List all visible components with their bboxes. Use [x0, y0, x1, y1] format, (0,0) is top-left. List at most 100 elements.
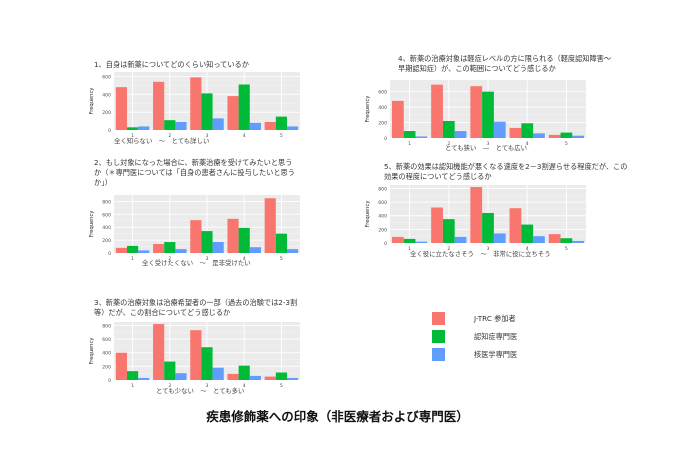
bar — [470, 86, 483, 138]
bar — [201, 93, 213, 130]
bar — [212, 118, 224, 130]
bar — [431, 207, 443, 243]
bar — [175, 121, 187, 130]
x-tick-label: 3 — [206, 256, 209, 262]
bar — [509, 208, 522, 243]
y-axis-label: Frequency — [89, 88, 95, 115]
y-tick-label: 400 — [102, 92, 111, 98]
chart-3-title: 3、新薬の治療対象は治療希望者の一部（過去の治験では2-3割等）だが、この割合に… — [94, 298, 298, 317]
bar — [275, 372, 287, 380]
bar — [190, 77, 202, 130]
bar — [201, 347, 213, 380]
x-tick-label: 2 — [168, 133, 171, 139]
y-tick-label: 400 — [378, 105, 387, 111]
bar — [391, 100, 404, 138]
chart-5-title: 5、新薬の効果は認知機能が悪くなる速度を2－3割遅らせる程度だが、この効果の程度… — [384, 162, 628, 181]
x-tick-label: 3 — [206, 383, 209, 389]
x-tick-label: 2 — [447, 141, 450, 147]
bar — [153, 243, 165, 253]
legend-swatch-nuclear — [432, 348, 445, 361]
chart-1-xlabel: 全く知らない ～ とても詳しい — [114, 137, 210, 145]
y-tick-label: 200 — [102, 238, 111, 244]
y-tick-label: 800 — [102, 199, 111, 205]
bar — [249, 375, 261, 380]
bar — [533, 236, 545, 243]
bar — [238, 227, 250, 253]
bar — [493, 233, 506, 243]
chart-4-title: 4、新薬の治療対象は軽症レベルの方に限られる（軽度認知障害～早期認知症）が、この… — [398, 54, 612, 73]
y-tick-label: 600 — [378, 200, 387, 206]
bar — [560, 132, 573, 138]
bar — [249, 122, 261, 130]
bar — [201, 231, 213, 253]
bar — [454, 131, 467, 138]
y-tick-label: 600 — [102, 74, 111, 80]
chart-2-xlabel: 全く受けたくない ～ 是非受けたい — [142, 259, 251, 267]
x-tick-label: 2 — [168, 383, 171, 389]
bar — [212, 367, 224, 380]
y-tick-label: 800 — [378, 186, 387, 192]
bar — [153, 324, 165, 380]
bar — [238, 84, 250, 130]
y-axis-label: Frequency — [365, 96, 371, 123]
y-tick-label: 200 — [102, 110, 111, 116]
x-tick-label: 1 — [408, 141, 411, 147]
x-tick-label: 4 — [243, 256, 246, 262]
bar — [190, 330, 202, 380]
bar — [572, 240, 585, 243]
bar — [138, 126, 150, 130]
x-tick-label: 3 — [487, 141, 490, 147]
bar — [115, 247, 128, 253]
x-tick-label: 2 — [447, 246, 450, 252]
chart-1-title: 1、自身は新薬についてどのくらい知っているか — [94, 60, 249, 69]
bar — [415, 136, 428, 138]
y-tick-label: 200 — [378, 227, 387, 233]
legend-label-nuclear: 核医学専門医 — [474, 350, 518, 359]
bar — [127, 127, 139, 130]
bar — [164, 120, 176, 130]
bar — [275, 116, 287, 130]
chart-5: 0 200 400 600 800 1 2 3 4 5 Frequency — [365, 185, 586, 252]
y-tick-label: 0 — [108, 128, 111, 134]
legend-item-nuclear: 核医学専門医 — [432, 348, 612, 364]
bar — [138, 250, 150, 253]
bar — [127, 371, 139, 380]
chart-5-xlabel: 全く役に立たなさそう ～ 非常に役に立ちそう — [410, 250, 551, 258]
y-tick-label: 200 — [102, 364, 111, 370]
bar — [275, 233, 287, 253]
x-tick-label: 1 — [131, 133, 134, 139]
x-tick-label: 1 — [408, 246, 411, 252]
y-tick-label: 600 — [378, 90, 387, 96]
bar — [115, 352, 128, 380]
bar — [264, 121, 276, 130]
y-tick-label: 400 — [102, 351, 111, 357]
chart-1: 0 200 400 600 1 2 3 4 5 Frequency — [89, 72, 300, 139]
bar — [482, 212, 494, 243]
y-tick-label: 600 — [102, 337, 111, 343]
bar — [238, 365, 250, 380]
chart-3-xlabel: とても少ない ～ とても多い — [156, 387, 245, 395]
bar — [560, 238, 573, 243]
y-tick-label: 0 — [384, 241, 387, 247]
y-tick-label: 400 — [102, 225, 111, 231]
legend-item-jtrc: J-TRC 参加者 — [432, 312, 612, 328]
chart-2-title: 2、もし対象になった場合に、新薬治療を受けてみたいと思うか（＊専門医については「… — [94, 158, 295, 187]
bar — [403, 238, 416, 243]
x-tick-label: 2 — [168, 256, 171, 262]
bar — [548, 134, 561, 138]
bar — [227, 96, 239, 130]
y-axis-label: Frequency — [89, 338, 95, 365]
bar — [521, 224, 534, 243]
bar — [431, 84, 443, 138]
bar — [391, 236, 404, 243]
chart-2: 0 200 400 600 800 1 2 3 4 5 Frequency — [89, 195, 300, 262]
bar — [175, 373, 187, 380]
x-tick-label: 3 — [487, 246, 490, 252]
x-tick-label: 5 — [565, 141, 568, 147]
bar — [482, 91, 494, 138]
bar — [264, 198, 276, 253]
x-tick-label: 5 — [280, 383, 283, 389]
bar — [175, 249, 187, 253]
legend-label-dementia: 認知症専門医 — [474, 332, 518, 341]
y-tick-label: 0 — [108, 378, 111, 384]
